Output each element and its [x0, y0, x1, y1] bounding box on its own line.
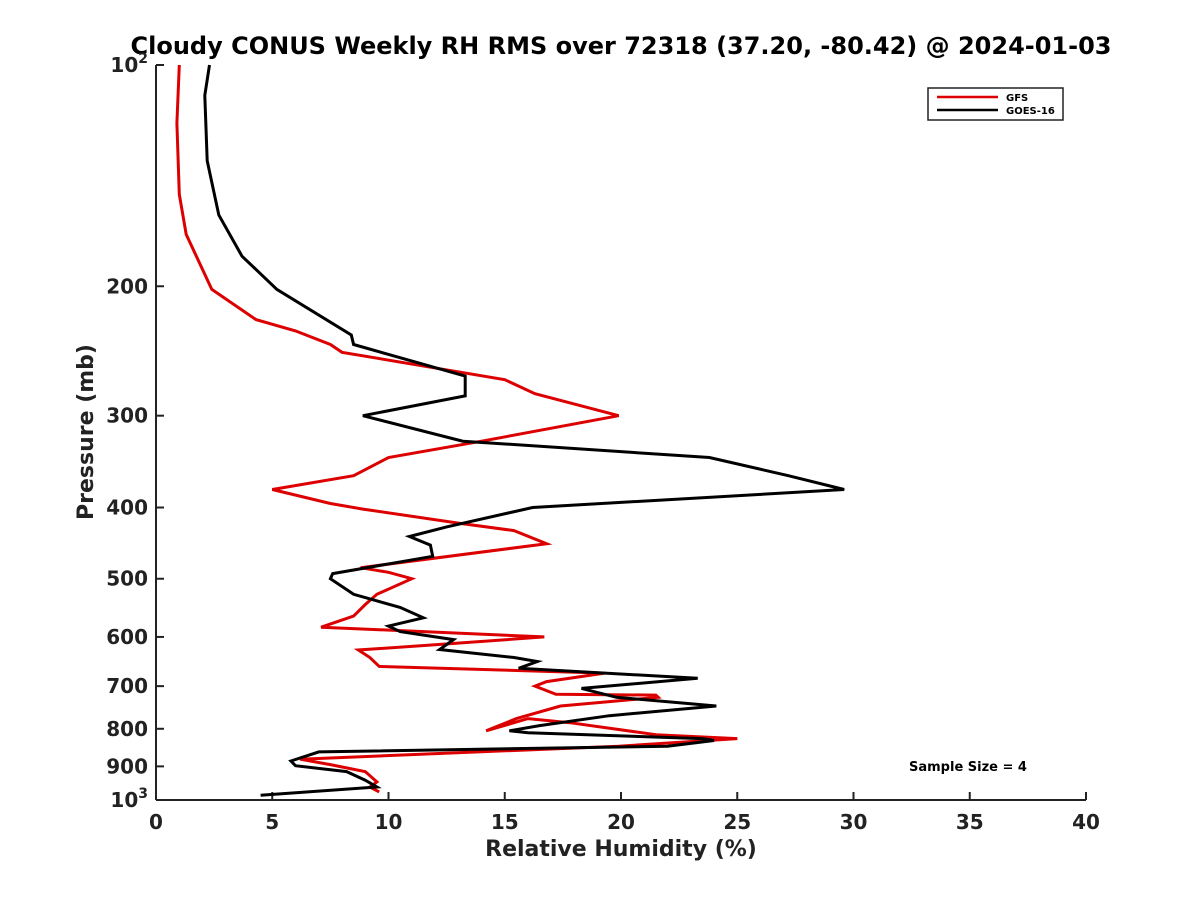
x-tick-label: 40: [1072, 810, 1100, 834]
y-tick-label: 500: [106, 567, 148, 591]
y-axis-ticks: 102 200 300 400 500 600 700 800 900 103: [106, 51, 164, 812]
x-tick-label: 35: [956, 810, 984, 834]
y-tick-label: 400: [106, 496, 148, 520]
x-axis-ticks: 0 5 10 15 20 25 30 35 40: [149, 792, 1100, 834]
y-tick-label: 700: [106, 674, 148, 698]
y-tick-label: 600: [106, 625, 148, 649]
y-tick-label: 800: [106, 717, 148, 741]
y-tick-label: 102: [110, 51, 148, 77]
series-layer: [175, 64, 845, 797]
x-tick-label: 10: [375, 810, 403, 834]
y-tick-label: 103: [110, 786, 148, 812]
series-line-goes16: [203, 64, 845, 797]
legend: GFS GOES-16: [927, 87, 1064, 121]
y-tick-label: 200: [106, 274, 148, 298]
chart-title: Cloudy CONUS Weekly RH RMS over 72318 (3…: [131, 32, 1112, 60]
x-tick-label: 15: [491, 810, 519, 834]
y-axis-label: Pressure (mb): [74, 344, 99, 520]
x-tick-label: 20: [607, 810, 635, 834]
legend-label-goes16: GOES-16: [1006, 106, 1055, 117]
sample-size-annotation: Sample Size = 4: [909, 760, 1027, 775]
legend-box: [927, 87, 1064, 121]
x-tick-label: 5: [265, 810, 279, 834]
x-axis-label: Relative Humidity (%): [485, 837, 757, 862]
legend-label-gfs: GFS: [1006, 93, 1028, 104]
x-tick-label: 25: [723, 810, 751, 834]
x-tick-label: 0: [149, 810, 163, 834]
x-tick-label: 30: [840, 810, 868, 834]
y-tick-label: 900: [106, 754, 148, 778]
y-tick-label: 300: [106, 404, 148, 428]
